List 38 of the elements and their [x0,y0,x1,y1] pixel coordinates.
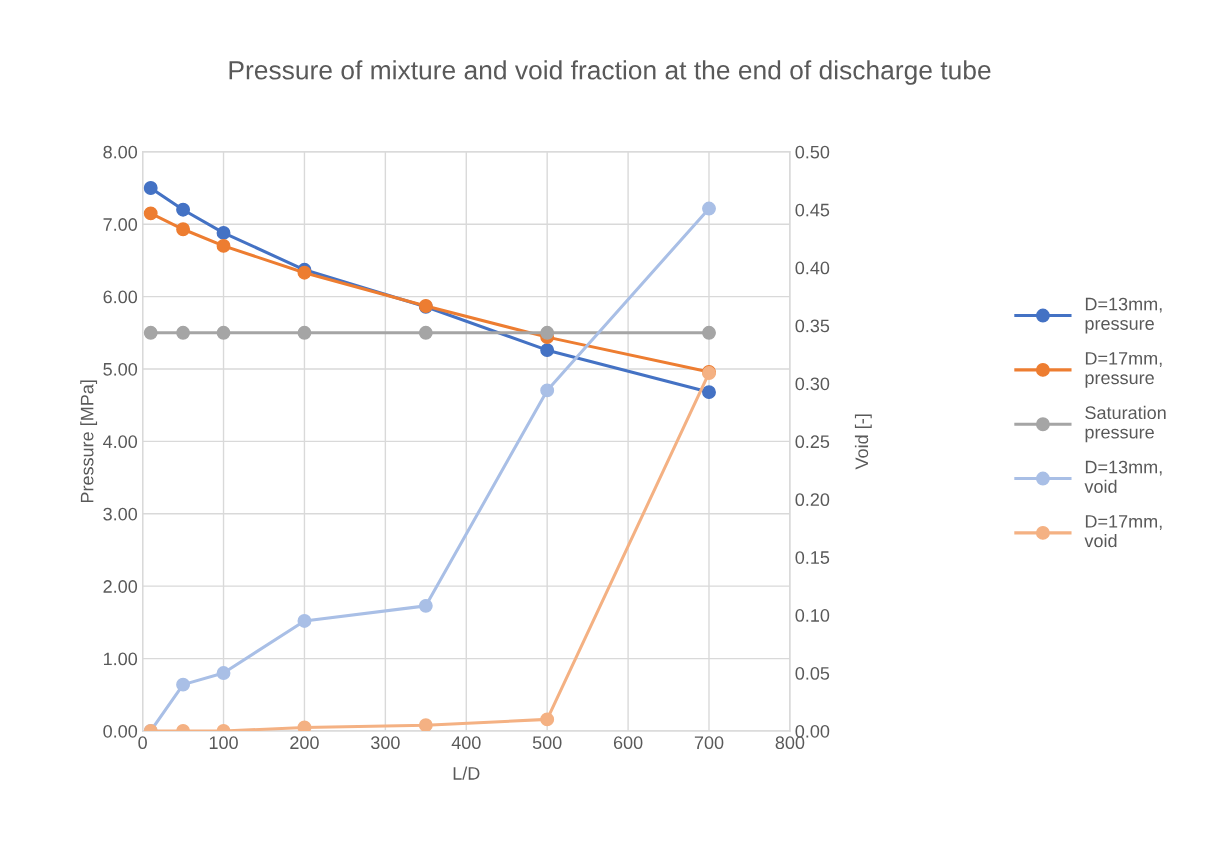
x-tick-label: 600 [613,736,643,750]
y2-tick-label: 0.25 [795,435,830,449]
x-tick-label: 500 [532,736,562,750]
y2-tick-label: 0.50 [795,145,830,159]
y2-axis-title: Void [-] [854,414,872,470]
x-axis-title: L/D [453,766,480,780]
x-tick-label: 300 [370,736,400,750]
y2-tick-label: 0.15 [795,551,830,564]
legend-label: D=17mm, pressure [1085,352,1162,388]
y-tick-label: 6.00 [103,290,138,304]
y-tick-label: 5.00 [103,362,138,376]
y-axis-title: Pressure [MPa] [80,380,98,503]
y2-tick-label: 0.35 [795,319,830,333]
x-tick-label: 800 [775,736,805,750]
legend-label: D=17mm, void [1084,515,1162,548]
y2-tick-label: 0.10 [795,609,830,622]
y-tick-label: 1.00 [104,652,138,666]
y2-tick-label: 0.30 [795,377,830,391]
y-tick-label: 7.00 [103,218,138,231]
y-tick-label: 2.00 [103,580,138,593]
y-tick-label: 8.00 [103,145,138,159]
x-tick-label: 700 [694,736,724,750]
chart-title: Pressure of mixture and void fraction at the end of discharge tube [229,60,991,85]
legend-label: D=13mm, void [1084,460,1162,493]
y-tick-label: 4.00 [103,435,138,449]
y-tick-label: 3.00 [103,507,138,521]
legend-label: D=13mm, pressure [1085,297,1162,334]
legend-label: Saturation pressure [1085,405,1166,443]
y2-tick-label: 0.45 [795,203,830,217]
y2-tick-label: 0.05 [795,666,830,680]
y2-tick-label: 0.40 [795,261,830,275]
y2-tick-label: 0.20 [795,493,830,507]
y2-tick-label: 0.00 [795,724,830,738]
x-tick-label: 100 [209,736,238,750]
y-tick-label: 0.00 [103,724,138,738]
x-tick-label: 400 [451,736,481,750]
x-tick-label: 200 [290,736,319,750]
x-tick-label: 0 [138,736,147,750]
